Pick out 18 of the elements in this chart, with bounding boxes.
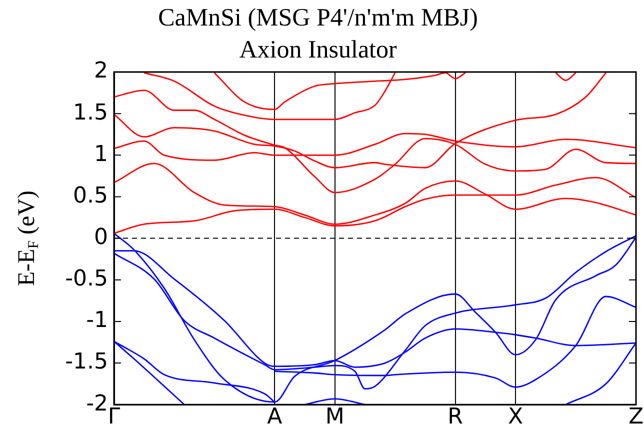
y-tick-label: -0.5	[65, 266, 108, 292]
y-tick-label: 0	[94, 225, 108, 250]
y-tick-label: -1.5	[65, 350, 108, 375]
y-tick-label: 0.5	[73, 183, 108, 208]
x-tick-label: M	[325, 404, 344, 430]
x-tick-label: A	[267, 404, 282, 430]
y-tick-label: -1	[86, 308, 108, 334]
chart-subtitle: Axion Insulator	[239, 36, 398, 64]
y-tick-label: 1	[94, 142, 108, 167]
x-tick-label: Γ	[108, 404, 121, 430]
y-tick-label: -2	[86, 391, 108, 416]
x-tick-label: X	[508, 404, 524, 430]
y-axis-title: E-EF (eV)	[14, 190, 42, 286]
y-tick-label: 1.5	[73, 100, 108, 126]
x-tick-label: R	[448, 404, 463, 430]
x-tick-label: Z	[628, 404, 644, 430]
y-tick-label: 2	[94, 58, 108, 84]
chart-title: CaMnSi (MSG P4'/n'm'm MBJ)	[158, 4, 478, 32]
